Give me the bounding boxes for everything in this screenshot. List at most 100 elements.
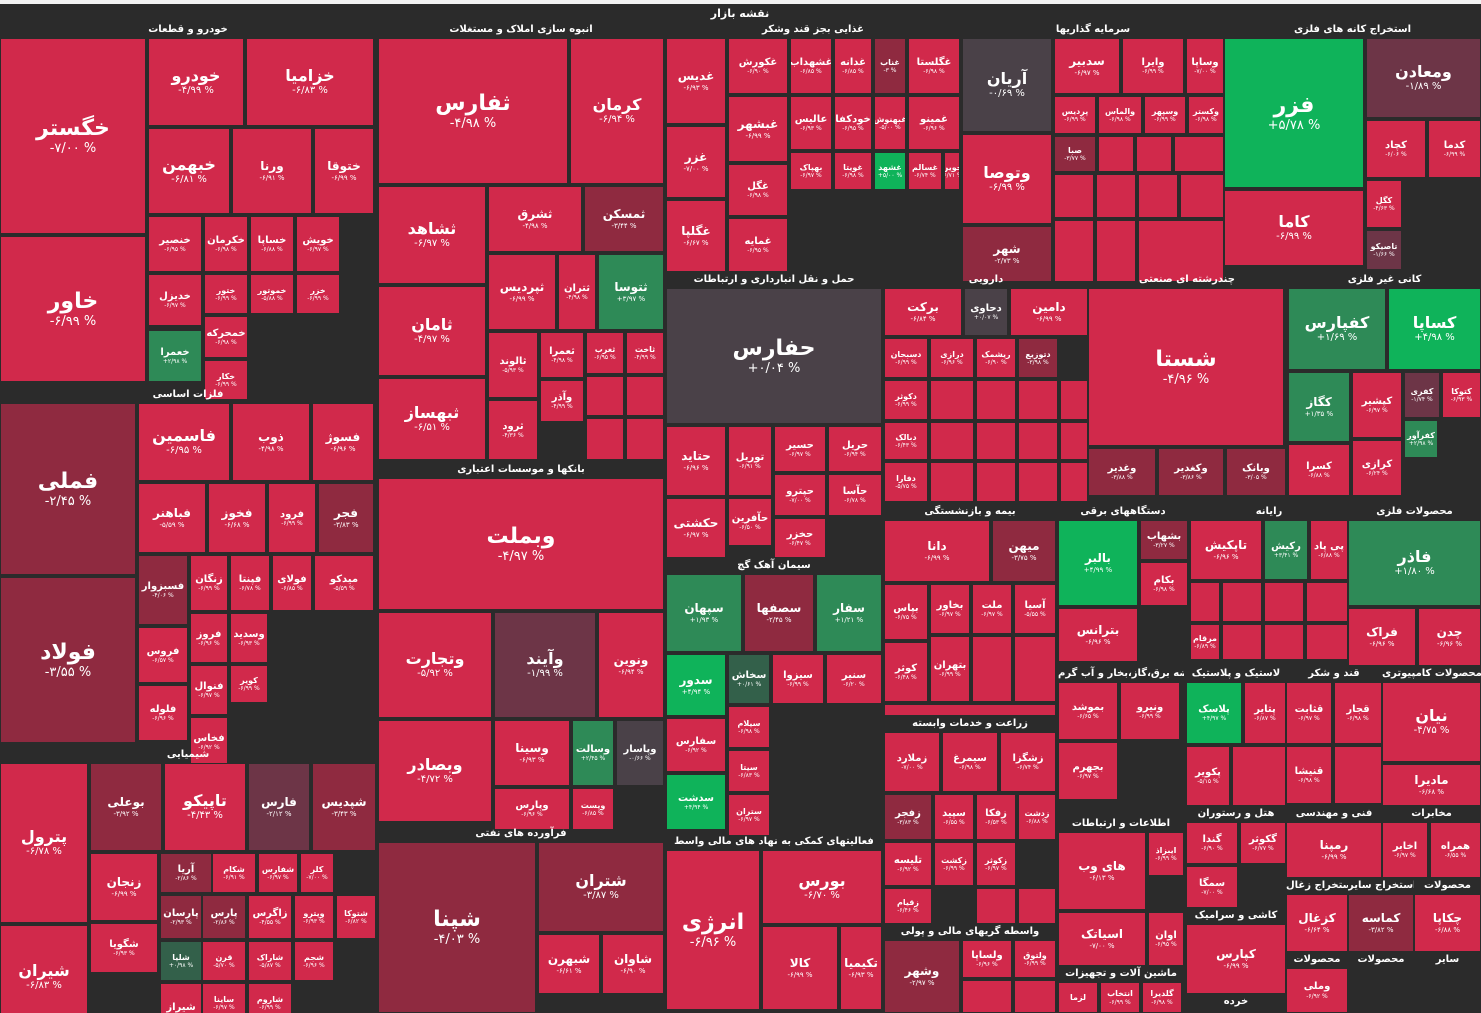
small-symbol-tile[interactable]: [586, 376, 624, 416]
symbol-tile[interactable]: والماس -۶/۹۸ %: [1098, 96, 1142, 134]
symbol-tile[interactable]: بخاور -۶/۹۷ %: [930, 584, 970, 634]
symbol-tile[interactable]: دتوزیع -۳/۹۸ %: [1018, 338, 1058, 378]
symbol-tile[interactable]: انتخاب -۶/۹۹ %: [1100, 982, 1140, 1013]
symbol-tile[interactable]: ملت -۶/۹۷ %: [972, 584, 1012, 634]
small-symbol-tile[interactable]: [972, 636, 1012, 702]
symbol-tile[interactable]: ختوقا -۶/۹۹ %: [314, 128, 374, 214]
small-symbol-tile[interactable]: [1232, 746, 1286, 806]
small-symbol-tile[interactable]: [1098, 136, 1134, 172]
small-symbol-tile[interactable]: [930, 462, 974, 502]
symbol-tile[interactable]: جوین-۶/۷۱ %: [944, 152, 960, 190]
small-symbol-tile[interactable]: [976, 888, 1016, 924]
symbol-tile[interactable]: پکویر -۵/۱۵ %: [1186, 746, 1230, 806]
symbol-tile[interactable]: سپید -۶/۵۵ %: [934, 794, 974, 840]
symbol-tile[interactable]: لزما: [1058, 982, 1098, 1013]
symbol-tile[interactable]: وایرا -۶/۹۹ %: [1122, 38, 1184, 94]
symbol-tile[interactable]: کپارس -۶/۹۹ %: [1186, 924, 1286, 994]
symbol-tile[interactable]: ورنا -۶/۹۱ %: [232, 128, 312, 214]
symbol-tile[interactable]: کگل -۴/۶۳ %: [1366, 180, 1402, 228]
symbol-tile[interactable]: حآسا -۶/۷۸ %: [828, 474, 882, 516]
symbol-tile[interactable]: زملارد -۷/۰۰ %: [884, 732, 940, 792]
symbol-tile[interactable]: وساپا -۷/۰۰ %: [1186, 38, 1224, 94]
small-symbol-tile[interactable]: [1096, 220, 1136, 282]
symbol-tile[interactable]: فراک -۶/۹۶ %: [1348, 608, 1416, 666]
symbol-tile[interactable]: وتجارت -۵/۹۲ %: [378, 612, 492, 718]
small-symbol-tile[interactable]: [976, 422, 1016, 460]
symbol-tile[interactable]: زدشت -۶/۸۸ %: [1018, 794, 1056, 840]
symbol-tile[interactable]: قنیشا -۶/۹۸ %: [1286, 746, 1332, 804]
symbol-tile[interactable]: شیران -۶/۸۳ %: [0, 925, 88, 1013]
symbol-tile[interactable]: سمگا -۷/۰۰ %: [1186, 866, 1238, 908]
symbol-tile[interactable]: دامین -۶/۹۹ %: [1010, 288, 1088, 336]
symbol-tile[interactable]: زکشت -۶/۹۹ %: [934, 842, 974, 886]
symbol-tile[interactable]: گندا -۶/۹۰ %: [1186, 822, 1238, 864]
symbol-tile[interactable]: ولساپا -۶/۹۶ %: [962, 940, 1012, 978]
symbol-tile[interactable]: چکاپا -۶/۸۸ %: [1414, 894, 1481, 952]
symbol-tile[interactable]: بتهران -۶/۹۹ %: [930, 636, 970, 702]
symbol-tile[interactable]: حتاید -۶/۹۶ %: [666, 426, 726, 496]
symbol-tile[interactable]: فرود -۶/۹۹ %: [268, 483, 316, 553]
symbol-tile[interactable]: فارس -۲/۱۲ %: [248, 763, 310, 851]
symbol-tile[interactable]: ونوین -۶/۹۴ %: [598, 612, 664, 718]
symbol-tile[interactable]: کویر -۶/۹۹ %: [230, 665, 268, 703]
symbol-tile[interactable]: زفکا -۶/۵۳ %: [976, 794, 1016, 840]
symbol-tile[interactable]: غگلپا -۶/۶۷ %: [666, 200, 726, 272]
symbol-tile[interactable]: فخاس -۶/۹۲ %: [190, 717, 228, 767]
symbol-tile[interactable]: سصفها -۲/۴۵ %: [744, 574, 814, 652]
symbol-tile[interactable]: سیزوا -۶/۹۹ %: [772, 654, 824, 704]
symbol-tile[interactable]: وکستر -۶/۹۸ %: [1188, 96, 1224, 134]
symbol-tile[interactable]: بورس -۶/۷۰ %: [762, 850, 882, 924]
symbol-tile[interactable]: زشگزا -۶/۷۴ %: [1000, 732, 1056, 792]
symbol-tile[interactable]: پترول -۶/۷۸ %: [0, 763, 88, 923]
small-symbol-tile[interactable]: [1136, 136, 1172, 172]
symbol-tile[interactable]: شیراز: [160, 983, 202, 1013]
symbol-tile[interactable]: بشهاب -۳/۲۷ %: [1140, 520, 1188, 560]
symbol-tile[interactable]: تاپیکو -۴/۴۳ %: [164, 763, 246, 851]
symbol-tile[interactable]: خدیزل -۶/۹۷ %: [148, 274, 202, 326]
symbol-tile[interactable]: برکت -۶/۸۴ %: [884, 288, 962, 336]
symbol-tile[interactable]: خموتور -۵/۸۸ %: [250, 274, 294, 314]
symbol-tile[interactable]: کماسه -۳/۸۲ %: [1348, 894, 1414, 952]
symbol-tile[interactable]: تاپکیش -۶/۹۶ %: [1190, 520, 1262, 580]
symbol-tile[interactable]: کرمان -۶/۹۴ %: [570, 38, 664, 184]
small-symbol-tile[interactable]: [962, 980, 1012, 1013]
symbol-tile[interactable]: سفارس -۶/۹۲ %: [666, 718, 726, 772]
small-symbol-tile[interactable]: [1060, 422, 1088, 460]
symbol-tile[interactable]: خاور -۶/۹۹ %: [0, 236, 146, 382]
symbol-tile[interactable]: ثغرب -۶/۹۵ %: [586, 332, 624, 374]
symbol-tile[interactable]: دانا -۶/۹۹ %: [884, 520, 990, 582]
symbol-tile[interactable]: رکیش +۳/۴۱ %: [1264, 520, 1308, 580]
symbol-tile[interactable]: حفارس +۰/۰۴ %: [666, 288, 882, 424]
symbol-tile[interactable]: شجم -۶/۹۶ %: [294, 941, 334, 981]
symbol-tile[interactable]: کگاز +۱/۳۵ %: [1288, 372, 1350, 442]
symbol-tile[interactable]: وتوصا -۶/۹۹ %: [962, 134, 1052, 224]
symbol-tile[interactable]: گکوثر -۶/۷۷ %: [1240, 822, 1286, 864]
symbol-tile[interactable]: خنصیر -۶/۹۵ %: [148, 216, 202, 272]
symbol-tile[interactable]: سدبیر -۶/۹۷ %: [1054, 38, 1120, 94]
small-symbol-tile[interactable]: [884, 704, 1056, 716]
symbol-tile[interactable]: ولتوق -۶/۹۹ %: [1014, 940, 1056, 978]
small-symbol-tile[interactable]: [626, 418, 664, 460]
symbol-tile[interactable]: وسینا -۶/۹۳ %: [494, 720, 570, 786]
symbol-tile[interactable]: تکیمیا -۶/۹۳ %: [840, 926, 882, 1010]
symbol-tile[interactable]: غشهداب -۶/۸۵ %: [790, 38, 832, 94]
symbol-tile[interactable]: وپترو -۶/۹۳ %: [294, 895, 334, 939]
symbol-tile[interactable]: بکام -۶/۹۸ %: [1140, 562, 1188, 606]
symbol-tile[interactable]: سیتا -۶/۸۳ %: [728, 750, 770, 792]
symbol-tile[interactable]: وبصادر -۴/۷۲ %: [378, 720, 492, 822]
symbol-tile[interactable]: غزر -۷/۰۰ %: [666, 126, 726, 198]
symbol-tile[interactable]: غشهد +۵/۰۰ %: [874, 152, 906, 190]
symbol-tile[interactable]: پارسان -۲/۹۳ %: [160, 895, 202, 939]
symbol-tile[interactable]: ساینا -۶/۹۷ %: [202, 983, 246, 1013]
symbol-tile[interactable]: آریان -۰/۶۹ %: [962, 38, 1052, 132]
symbol-tile[interactable]: رمپنا -۶/۹۹ %: [1286, 822, 1382, 878]
symbol-tile[interactable]: فلوله -۶/۹۶ %: [138, 685, 188, 741]
symbol-tile[interactable]: تلیسه -۶/۹۲ %: [884, 842, 932, 886]
symbol-tile[interactable]: فاسمین -۶/۹۵ %: [138, 403, 230, 481]
symbol-tile[interactable]: تاصیکو -۱/۶۶ %: [1366, 230, 1402, 270]
symbol-tile[interactable]: سدور +۴/۹۴ %: [666, 654, 726, 716]
symbol-tile[interactable]: پردیس -۶/۹۹ %: [1054, 96, 1096, 134]
symbol-tile[interactable]: غگل -۶/۹۸ %: [728, 164, 788, 216]
symbol-tile[interactable]: توریل -۶/۹۱ %: [728, 426, 772, 496]
small-symbol-tile[interactable]: [1060, 462, 1088, 502]
